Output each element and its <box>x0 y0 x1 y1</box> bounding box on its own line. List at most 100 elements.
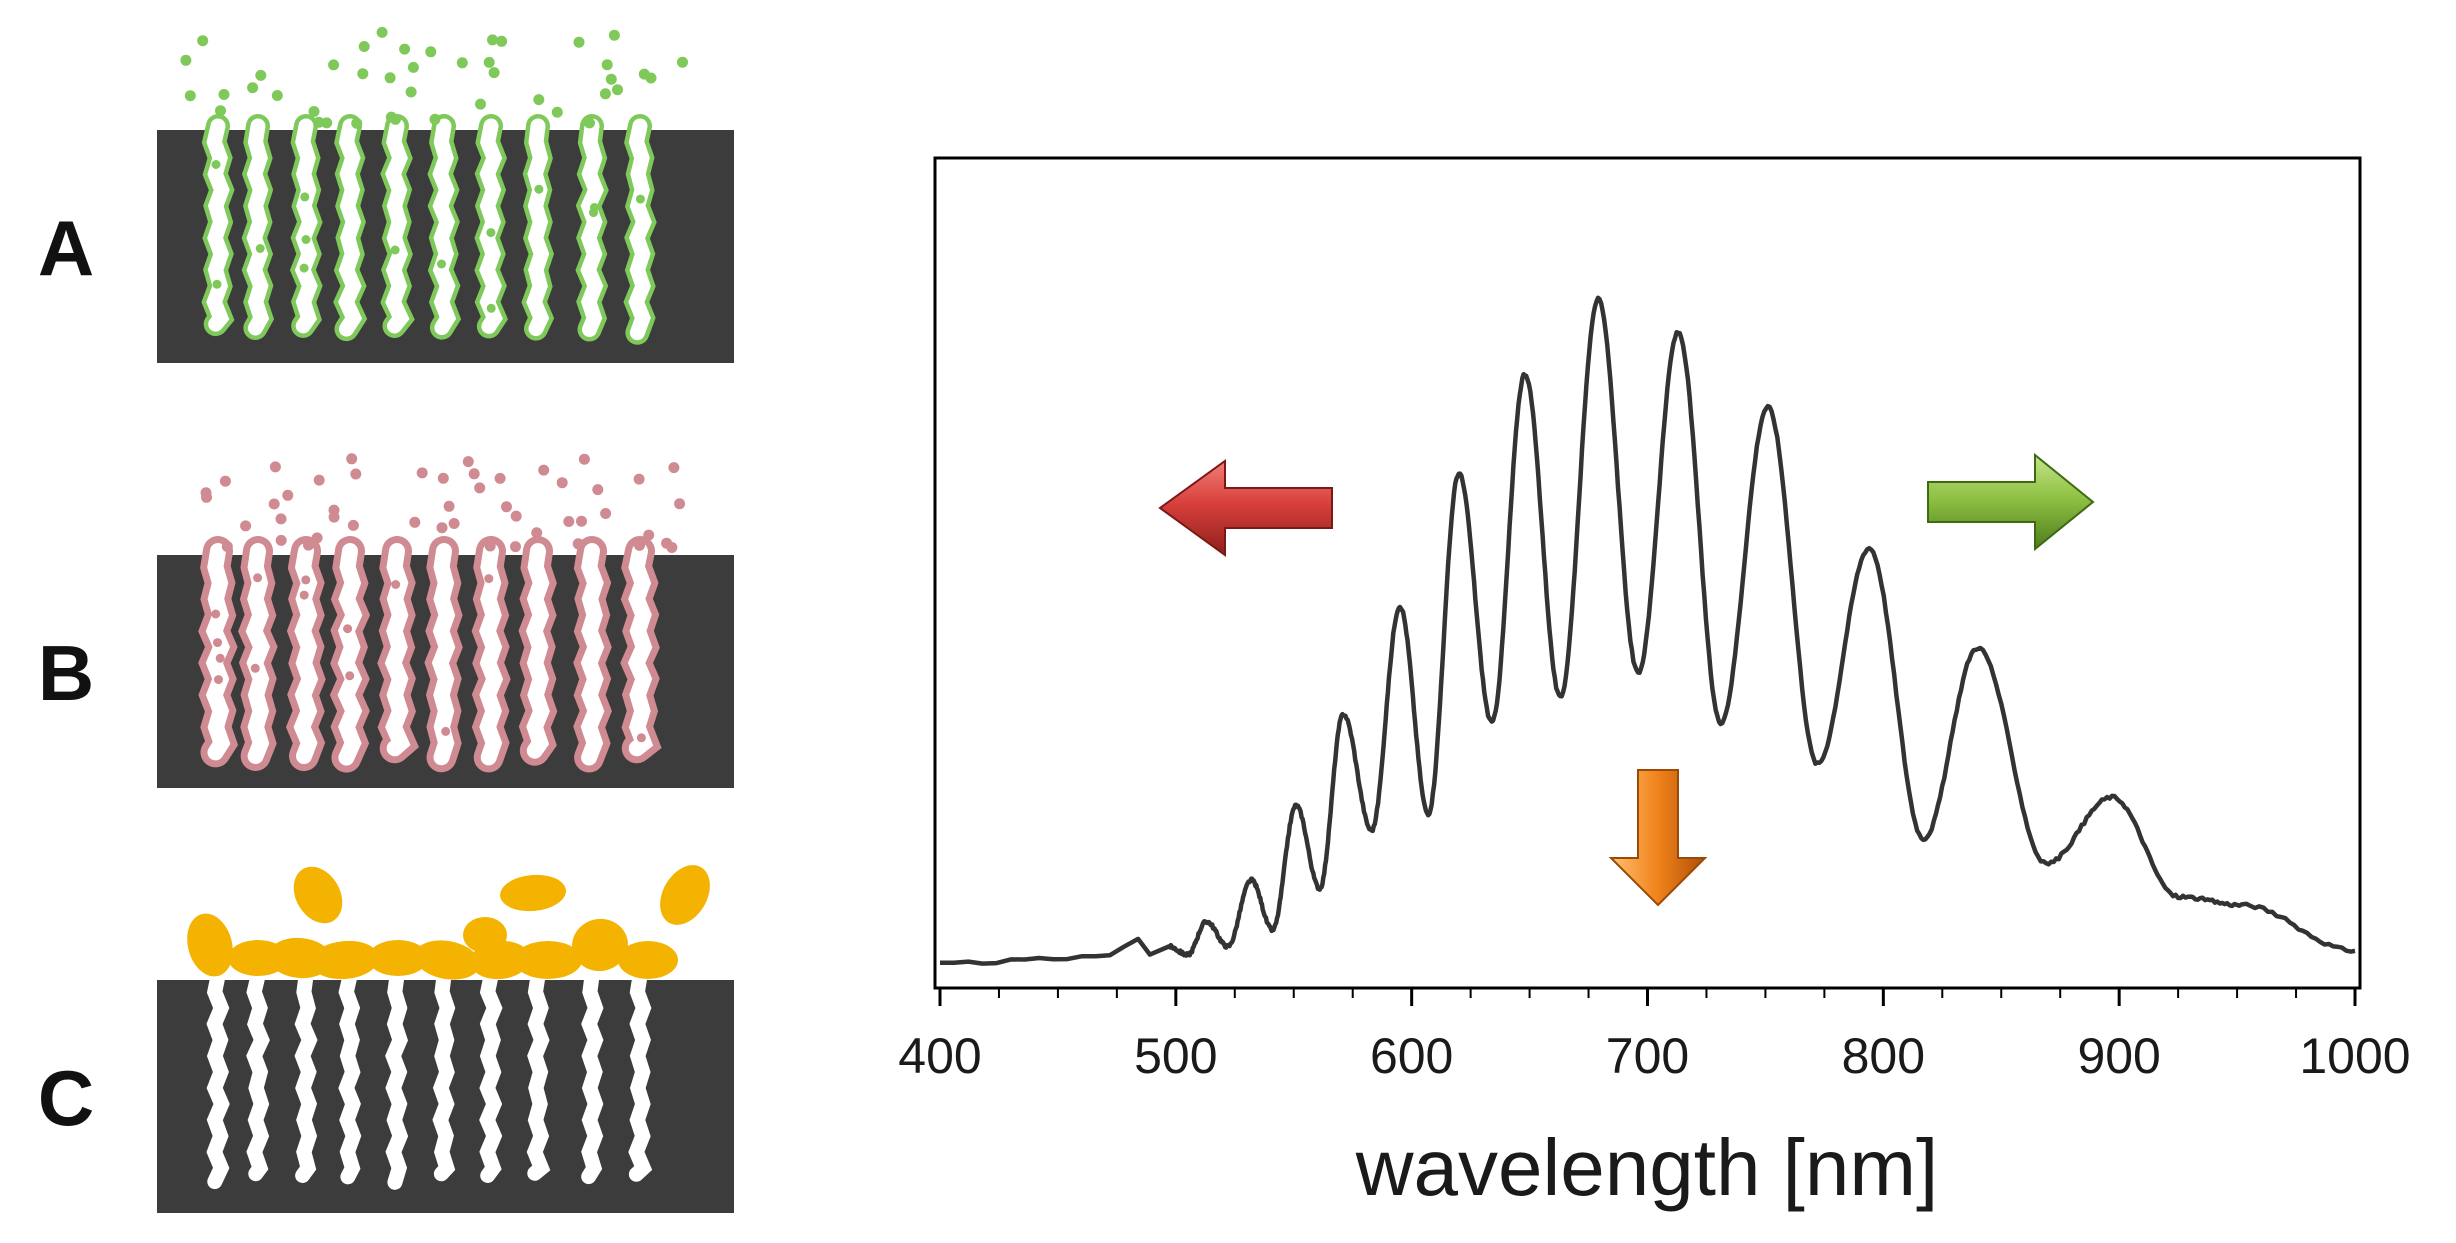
pore <box>245 543 271 764</box>
molecule-particle <box>448 518 460 529</box>
molecule-particle <box>255 69 267 81</box>
molecule-particle <box>638 68 650 80</box>
pore <box>628 118 652 341</box>
large-particle <box>470 940 530 980</box>
molecule-particle <box>488 67 500 79</box>
molecule-particle <box>572 538 584 550</box>
molecule-particle <box>634 539 645 551</box>
adsorbed-particle <box>253 573 263 583</box>
pore <box>479 968 503 1183</box>
molecule-particle <box>384 72 396 84</box>
adsorbed-particle <box>636 733 646 743</box>
pore <box>431 543 456 766</box>
molecule-particle <box>218 89 230 100</box>
molecule-particle <box>282 489 294 501</box>
x-tick-label: 1000 <box>2299 1028 2410 1084</box>
molecule-particle <box>531 527 543 539</box>
pore <box>338 968 362 1185</box>
molecule-particle <box>501 501 512 513</box>
pore <box>385 968 409 1190</box>
pore <box>337 543 363 766</box>
spectrum-chart: 400 500 600 700 800 900 1000 wavelength [nm] <box>898 156 2411 1212</box>
molecule-particle <box>551 106 563 118</box>
adsorbed-particle <box>486 303 496 313</box>
molecule-particle <box>578 453 590 465</box>
molecule-particle <box>576 515 587 527</box>
molecule-particle <box>633 473 645 485</box>
molecule-particle <box>275 534 287 546</box>
large-particle <box>311 940 379 980</box>
adsorbed-particle <box>301 575 311 585</box>
adsorbed-particle <box>441 726 451 736</box>
molecule-particle <box>321 117 333 129</box>
pore <box>580 543 605 766</box>
pore <box>525 543 550 759</box>
panel-c-label: C <box>38 1054 94 1142</box>
x-tick-label: 600 <box>1370 1028 1453 1084</box>
pore <box>581 968 604 1185</box>
molecule-particle <box>416 467 428 479</box>
pore <box>432 118 457 336</box>
panel-a: A <box>38 26 734 363</box>
molecule-particle <box>376 26 388 38</box>
molecule-particle <box>592 484 604 496</box>
adsorbed-particle <box>391 580 401 589</box>
x-axis-label: wavelength [nm] <box>1355 1123 1939 1212</box>
panel-a-label: A <box>38 204 94 292</box>
adsorbed-particle <box>486 228 496 238</box>
molecule-particle <box>328 59 340 71</box>
panel-c: C <box>38 865 734 1213</box>
molecule-particle <box>612 84 623 96</box>
molecule-particle <box>247 82 259 94</box>
adsorbed-particle <box>299 263 309 273</box>
pore <box>628 968 653 1182</box>
adsorbed-particle <box>390 245 400 255</box>
adsorbed-particle <box>343 624 353 634</box>
molecule-particle <box>584 117 595 129</box>
pore <box>294 118 318 334</box>
molecule-particle <box>483 56 495 68</box>
molecule-particle <box>390 113 401 125</box>
large-particle <box>514 941 582 979</box>
molecule-particle <box>462 456 474 468</box>
pore <box>294 968 318 1183</box>
pore <box>246 118 270 336</box>
right-arrow-icon <box>1927 452 2095 552</box>
molecule-particle <box>328 511 340 523</box>
x-tick-label: 800 <box>1842 1028 1925 1084</box>
molecule-particle <box>313 116 325 128</box>
molecule-particle <box>443 500 455 512</box>
x-tick-label: 900 <box>2077 1028 2160 1084</box>
molecule-particle <box>668 462 680 474</box>
molecule-particle <box>533 94 545 106</box>
molecule-particle <box>346 453 358 465</box>
pore <box>205 543 231 761</box>
molecule-particle <box>573 36 585 48</box>
pore <box>479 118 503 334</box>
adsorbed-particle <box>211 609 221 619</box>
molecule-particle <box>496 35 508 47</box>
amplitude-down-arrow-annotation <box>1608 769 1708 907</box>
large-particle <box>572 918 628 972</box>
x-tick-label: 500 <box>1134 1028 1217 1084</box>
molecule-particle <box>475 98 486 110</box>
molecule-particle <box>484 540 496 552</box>
red-shift-arrow-annotation <box>1927 452 2095 552</box>
adsorbed-particle <box>255 244 265 253</box>
molecule-particle <box>405 86 417 98</box>
molecule-particle <box>608 29 620 41</box>
molecule-particle <box>358 41 370 52</box>
molecule-particle <box>197 35 209 47</box>
molecule-particle <box>456 57 468 69</box>
molecule-particle <box>357 68 369 80</box>
molecule-particle <box>510 510 522 522</box>
molecule-particle <box>240 520 252 532</box>
molecule-particle <box>643 529 655 541</box>
molecule-particle <box>268 498 280 510</box>
molecule-particle <box>674 498 686 510</box>
molecule-particle <box>303 539 314 551</box>
molecule-particle <box>538 464 550 476</box>
down-arrow-icon <box>1608 769 1708 907</box>
molecule-particle <box>487 34 498 46</box>
